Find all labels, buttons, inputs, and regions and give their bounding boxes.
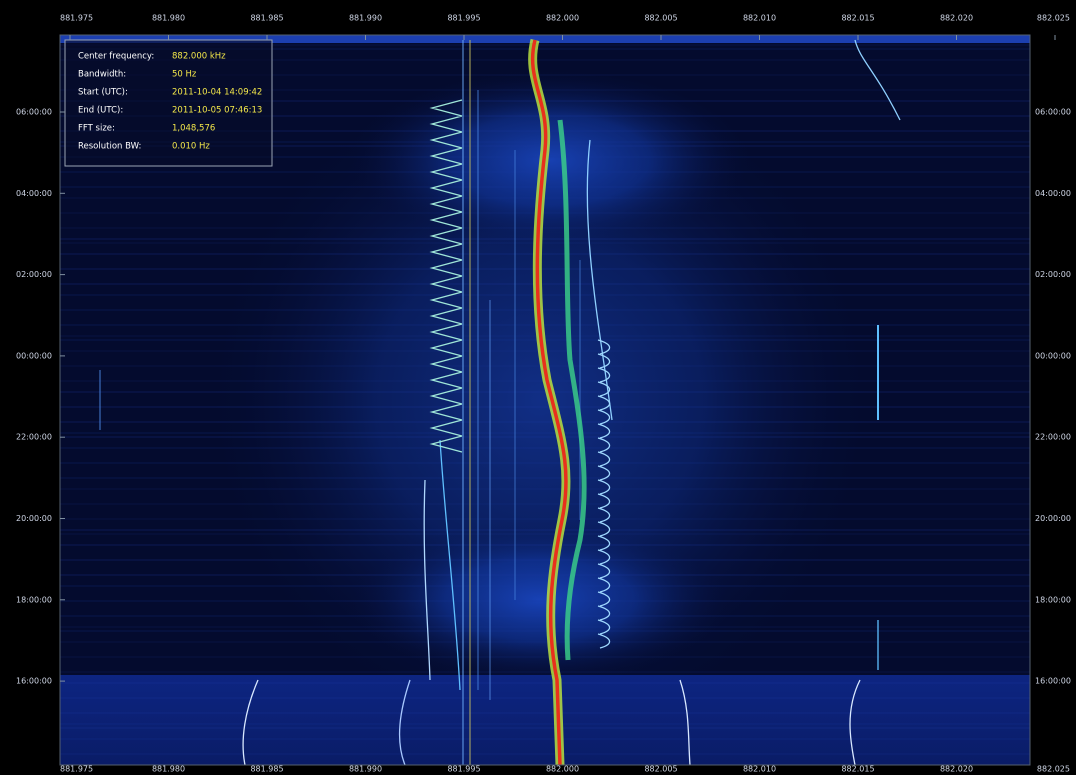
- info-label: FFT size:: [78, 124, 115, 134]
- info-label: Bandwidth:: [78, 70, 126, 80]
- carrier: [679, 679, 691, 766]
- x-tick-label: 882.015: [841, 765, 874, 774]
- x-tick-label: 882.010: [743, 14, 776, 23]
- y-tick-label: 16:00:00: [1035, 677, 1071, 686]
- top-band: [60, 35, 1030, 43]
- y-tick-label: 22:00:00: [1035, 433, 1071, 442]
- y-tick-label: 06:00:00: [1035, 108, 1071, 117]
- carrier: [849, 679, 861, 766]
- info-value: 0.010 Hz: [172, 142, 210, 152]
- y-tick-label: 00:00:00: [16, 351, 52, 360]
- x-tick-label: 882.005: [644, 765, 677, 774]
- sawtooth-signal: [597, 339, 611, 649]
- info-value: 50 Hz: [172, 70, 197, 80]
- x-tick-label: 882.000: [546, 765, 579, 774]
- info-label: End (UTC):: [78, 106, 123, 116]
- carrier: [439, 439, 461, 691]
- info-label: Center frequency:: [78, 52, 154, 62]
- x-tick-label: 881.985: [250, 765, 283, 774]
- info-box-frame: [64, 39, 273, 167]
- info-label: Resolution BW:: [78, 142, 141, 152]
- y-tick-label: 02:00:00: [16, 270, 52, 279]
- noise-glow: [350, 70, 750, 250]
- x-tick-label: 882.000: [546, 14, 579, 23]
- y-tick-label: 20:00:00: [16, 514, 52, 523]
- info-value: 2011-10-05 07:46:13: [172, 106, 262, 116]
- x-tick-label: 881.980: [152, 765, 185, 774]
- y-tick-label: 20:00:00: [1035, 514, 1071, 523]
- info-value: 1,048,576: [172, 124, 215, 134]
- y-tick-label: 04:00:00: [16, 189, 52, 198]
- x-tick-label: 882.005: [644, 14, 677, 23]
- carrier: [854, 39, 901, 121]
- y-tick-label: 06:00:00: [16, 108, 52, 117]
- y-tick-label: 18:00:00: [1035, 595, 1071, 604]
- y-tick-label: 18:00:00: [16, 595, 52, 604]
- y-tick-label: 02:00:00: [1035, 270, 1071, 279]
- x-tick-label: 881.975: [60, 765, 93, 774]
- x-tick-label: 881.990: [349, 765, 382, 774]
- x-tick-label: 881.975: [60, 14, 93, 23]
- noise-glow: [350, 520, 730, 680]
- x-tick-label: 881.995: [447, 14, 480, 23]
- x-tick-label: 882.020: [940, 765, 973, 774]
- x-tick-label: 881.995: [447, 765, 480, 774]
- carrier: [423, 479, 431, 681]
- sawtooth-signal: [429, 99, 463, 453]
- x-tick-label: 882.020: [940, 14, 973, 23]
- info-box: Center frequency: 882.000 kHz Bandwidth: 50…: [64, 39, 273, 167]
- y-tick-label: 00:00:00: [1035, 351, 1071, 360]
- carrier: [242, 679, 259, 766]
- bottom-band: [60, 675, 1030, 765]
- y-tick-label: 04:00:00: [1035, 189, 1071, 198]
- axes: 881.975 881.975 881.980 881.980 881.985 881.9…: [16, 14, 1071, 774]
- sideband: [557, 119, 587, 661]
- carrier: [398, 679, 411, 766]
- x-tick-label: 882.025: [1037, 765, 1070, 774]
- carriers: [99, 39, 901, 766]
- info-value: 2011-10-04 14:09:42: [172, 88, 262, 98]
- y-tick-label: 22:00:00: [16, 433, 52, 442]
- x-tick-label: 881.985: [250, 14, 283, 23]
- info-label: Start (UTC):: [78, 88, 128, 98]
- x-tick-label: 881.990: [349, 14, 382, 23]
- plot-frame: [59, 34, 1031, 766]
- x-tick-label: 882.010: [743, 765, 776, 774]
- main-carrier: [530, 39, 568, 766]
- x-tick-label: 882.015: [841, 14, 874, 23]
- x-tick-label: 882.025: [1037, 14, 1070, 23]
- x-tick-label: 881.980: [152, 14, 185, 23]
- info-value: 882.000 kHz: [172, 52, 226, 62]
- y-tick-label: 16:00:00: [16, 677, 52, 686]
